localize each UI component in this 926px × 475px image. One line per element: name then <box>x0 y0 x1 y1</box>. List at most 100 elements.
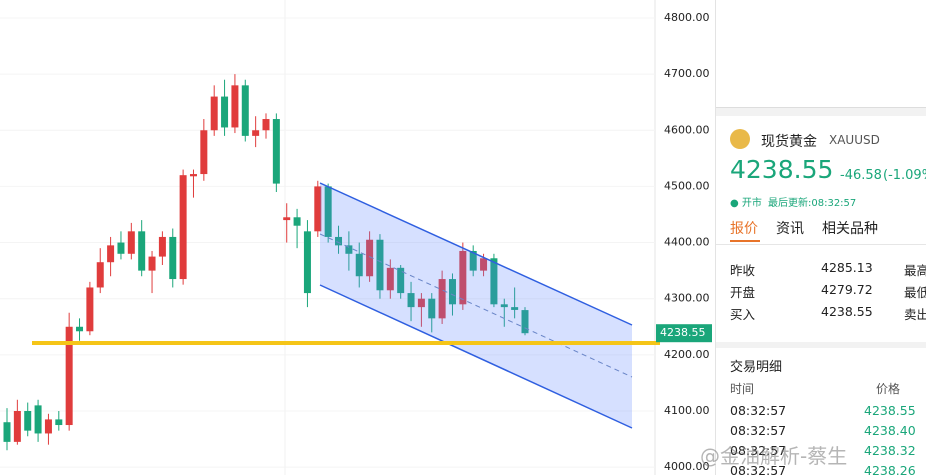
y-tick-label: 4100.00 <box>664 404 710 417</box>
candle-body <box>13 410 21 442</box>
candle-body <box>189 174 197 177</box>
y-tick-label: 4300.00 <box>664 292 710 305</box>
candle-body <box>86 287 94 332</box>
trade-time: 08:32:57 <box>730 443 787 458</box>
stat-cell: 4285.13 <box>821 260 873 275</box>
candle-body <box>241 85 249 136</box>
candle-body <box>44 419 52 434</box>
trade-time: 08:32:57 <box>730 403 787 418</box>
candle-body <box>138 231 146 271</box>
candle-body <box>448 279 456 305</box>
tab-border <box>716 244 926 245</box>
channel-upper <box>319 182 633 326</box>
candle-body <box>407 293 415 308</box>
divider <box>716 342 926 348</box>
candle-body <box>158 236 166 257</box>
plot <box>0 17 655 468</box>
y-tick-label: 4800.00 <box>664 11 710 24</box>
instrument-name: 现货黄金 <box>761 134 817 150</box>
tab[interactable]: 资讯 <box>776 221 804 237</box>
blank-box <box>716 0 926 108</box>
candle-body <box>221 96 229 128</box>
trade-price: 4238.26 <box>864 463 916 475</box>
candle-body <box>314 186 322 232</box>
stat-cell: 最低 <box>904 285 926 300</box>
channel-mid <box>319 233 633 378</box>
trade-time: 08:32:57 <box>730 463 787 475</box>
price: 4238.55 <box>730 155 834 184</box>
trades-header: 时间 <box>730 382 755 396</box>
candle-body <box>397 267 405 294</box>
candle-body <box>107 245 115 263</box>
candle-body <box>55 419 63 426</box>
candle-body <box>511 307 519 310</box>
chart: 4000.00 4100.00 4200.00 4300.00 4400.00 4500.… <box>0 0 712 475</box>
candle-body <box>117 242 125 254</box>
candle-body <box>376 239 384 291</box>
tab[interactable]: 报价 <box>730 221 758 237</box>
candle-body <box>355 253 363 277</box>
stat-cell: 4279.72 <box>821 282 873 297</box>
candle-body <box>366 239 374 277</box>
trades-header: 价格 <box>876 382 901 396</box>
trade-price: 4238.55 <box>864 403 916 418</box>
stat-cell: 最高 <box>904 263 926 278</box>
candle-body <box>96 262 104 288</box>
last-price-box <box>656 324 712 343</box>
candle-body <box>283 217 291 221</box>
candle-body <box>293 217 301 226</box>
trades-title: 交易明细 <box>730 360 783 375</box>
candle-body <box>490 258 498 305</box>
y-tick-label: 4500.00 <box>664 179 710 192</box>
channel-lower <box>319 284 633 429</box>
updated: 最后更新:08:32:57 <box>768 198 857 209</box>
y-tick-label: 4600.00 <box>664 123 710 136</box>
divider <box>716 108 926 116</box>
stat-cell: 昨收 <box>730 263 756 278</box>
last-price-label: 4238.55 <box>660 326 706 339</box>
candle-body <box>24 410 32 431</box>
trade-price: 4238.40 <box>864 423 916 438</box>
stat-cell: 开盘 <box>730 285 756 300</box>
candle-body <box>252 130 260 136</box>
y-tick-label: 4000.00 <box>664 460 710 473</box>
candle-body <box>303 231 311 294</box>
symbol: XAUUSD <box>829 133 880 147</box>
stat-cell: 4238.55 <box>821 304 873 319</box>
candle-body <box>34 405 42 434</box>
change: -46.58 <box>840 168 882 183</box>
y-tick-label: 4400.00 <box>664 236 710 249</box>
gold-icon <box>730 129 750 149</box>
candle-body <box>65 326 73 426</box>
candle-body <box>127 231 135 254</box>
candle-body <box>345 245 353 254</box>
candle-body <box>521 310 529 334</box>
stat-cell: 买入 <box>730 307 756 322</box>
trade-time: 08:32:57 <box>730 423 787 438</box>
trade-price: 4238.32 <box>864 443 916 458</box>
y-tick-label: 4200.00 <box>664 348 710 361</box>
candle-body <box>3 422 11 442</box>
candle-body <box>210 96 218 131</box>
candle-body <box>480 258 488 271</box>
price-axis: 4000.00 4100.00 4200.00 4300.00 4400.00 4500.… <box>656 11 712 473</box>
watermark: @金油解析-蔡生 <box>700 444 848 468</box>
candle-body <box>272 119 280 184</box>
candle-body <box>386 267 394 291</box>
candle-body <box>76 326 84 332</box>
market-status: ● 开市 <box>730 198 762 209</box>
candle-body <box>231 85 239 128</box>
candle-body <box>459 250 467 305</box>
candle-body <box>469 250 477 271</box>
change-pct: (-1.09%) <box>883 168 926 183</box>
candle-body <box>438 279 446 319</box>
tab[interactable]: 相关品种 <box>822 221 878 237</box>
candle-body <box>335 236 343 246</box>
candle-body <box>428 298 436 319</box>
candle-body <box>262 119 270 131</box>
candle-body <box>200 130 208 175</box>
quote-panel: 现货黄金 XAUUSD 4238.55 -46.58 (-1.09%) ● 开市… <box>715 0 926 475</box>
candle-body <box>324 186 332 237</box>
stat-cell: 卖出 <box>904 307 926 322</box>
